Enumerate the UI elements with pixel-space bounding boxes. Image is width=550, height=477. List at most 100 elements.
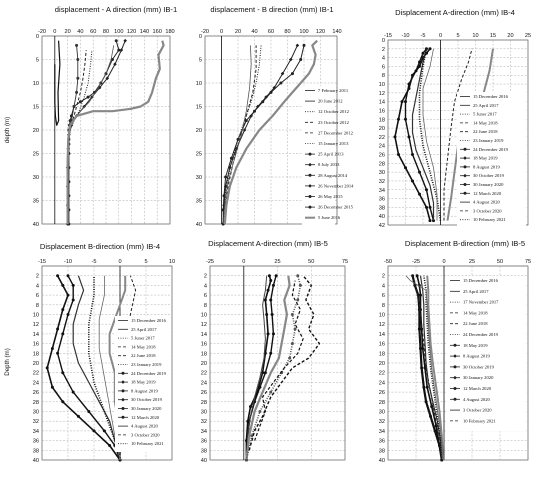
chart4-legend-label-14: 10 February 2021 <box>131 441 164 446</box>
chart6-legend-label-10: 12 March 2020 <box>463 386 492 391</box>
chart4: -15 -10 -5 0 5 102468101214161820222426283032… <box>4 242 175 464</box>
chart1-ytick-label-5: 25 <box>33 152 39 158</box>
chart2-series-3-line <box>222 45 262 225</box>
chart4-legend-label-12: 4 August 2020 <box>131 424 159 429</box>
chart3-ytick-label-2: 4 <box>382 56 385 62</box>
chart3-series-1-point-1 <box>425 205 428 209</box>
chart4-legend: 15 December 2016 25 April 2017 5 Juner 201… <box>115 316 170 452</box>
chart1-ytick-label-3: 15 <box>33 105 39 111</box>
chart6-legend-marker-7 <box>453 354 457 358</box>
chart5-series-5-line <box>245 275 302 461</box>
chart5-xtick-label-3: 50 <box>308 259 314 265</box>
chart6-ytick-label-10: 22 <box>379 371 385 377</box>
chart3-xtick-label-8: 25 <box>525 33 531 39</box>
chart4-title: Displacement B-direction (mm) IB-4 <box>40 242 160 251</box>
chart6-series-1-point-6 <box>420 366 424 370</box>
chart5-series-3-line <box>245 275 268 461</box>
chart3-ytick-label-3: 6 <box>382 64 385 70</box>
chart2-legend-label-9: 26 November 2014 <box>318 183 354 188</box>
chart1-series-6-point-7 <box>75 90 79 94</box>
chart3-legend-label-8: 8 August 2019 <box>473 164 501 169</box>
chart1-xtick-label-0: -20 <box>38 29 46 35</box>
chart1-xtick-label-3: 40 <box>77 29 83 35</box>
chart2-legend-label-6: 25 April 2013 <box>318 152 344 157</box>
chart6-series-1-point-7 <box>418 346 422 350</box>
chart3-xtick-label-6: 15 <box>490 33 496 39</box>
chart2-legend-marker-7 <box>308 162 312 167</box>
chart6-ytick-label-2: 6 <box>382 293 385 299</box>
chart5-series-5-point-8 <box>290 313 294 316</box>
chart3-legend-label-7: 18 May 2019 <box>473 156 498 161</box>
chart4-ytick-label-3: 8 <box>36 303 39 309</box>
chart1-series-7-line <box>66 40 165 224</box>
chart3-ytick-label-17: 34 <box>379 188 385 194</box>
chart2-ytick-label-2: 10 <box>196 81 202 87</box>
chart3-legend-marker-6 <box>463 147 467 151</box>
chart3-xtick-label-7: 20 <box>507 33 513 39</box>
chart3-title: Displacement A-direction (mm) IB-4 <box>395 8 515 17</box>
chart4-ytick-label-18: 38 <box>33 448 39 454</box>
chart3-ytick-label-1: 2 <box>382 47 385 53</box>
chart5-title: Displacement A-direction (mm) IB-5 <box>208 239 328 248</box>
chart6-series-2-point-5 <box>423 366 427 370</box>
chart4-series-1-point-2 <box>92 429 96 433</box>
chart3-legend-marker-7 <box>463 156 467 160</box>
chart1-series-6-point-8 <box>76 76 80 80</box>
chart3-ytick-label-8: 16 <box>379 108 385 114</box>
chart2-legend-label-11: 26 December 2015 <box>318 205 354 210</box>
chart5-series-2-point-5 <box>263 371 267 375</box>
chart2-legend-label-0: 7 February 2011 <box>318 88 349 93</box>
chart1-series-2-point-11 <box>105 76 110 81</box>
chart1-series-1-point-13 <box>86 95 90 99</box>
chart4-xtick-label-4: 5 <box>144 259 147 265</box>
chart1-ytick-label-7: 35 <box>33 199 39 205</box>
chart3: -15 -10 -5 0 5 10 15 20 250246810121416182022242… <box>379 8 531 229</box>
chart3-ytick-label-18: 36 <box>379 197 385 203</box>
chart2-legend-label-3: 23 October 2012 <box>318 120 350 125</box>
chart6-ytick-label-5: 12 <box>379 322 385 328</box>
chart5-series-1-point-7 <box>266 332 270 336</box>
chart3-legend-label-3: 14 May 2018 <box>473 120 498 125</box>
chart4-legend-label-7: 18 May 2019 <box>131 380 156 385</box>
chart3-ytick-label-9: 18 <box>379 117 385 123</box>
chart1-ytick-label-8: 40 <box>33 222 39 228</box>
chart2-legend-label-12: 5 June 2016 <box>318 215 341 220</box>
chart6-ytick-label-3: 8 <box>382 303 385 309</box>
chart4-legend-label-10: 30 January 2020 <box>131 406 162 411</box>
chart5-ytick-label-11: 24 <box>201 380 207 386</box>
chart2-series-5-line <box>222 45 252 225</box>
chart5-series-2-point-7 <box>271 332 275 336</box>
chart5: -25 0 25 50 75246810121416182022242628303234… <box>201 239 348 464</box>
chart4-series-2-point-8 <box>66 313 70 316</box>
chart6-legend-marker-11 <box>453 397 457 401</box>
chart3-series-2-point-4 <box>411 153 414 157</box>
chart4-legend-label-9: 30 October 2019 <box>131 397 163 402</box>
chart3-legend-marker-11 <box>463 191 467 195</box>
chart4-series-2-point-3 <box>87 410 91 413</box>
chart6-xtick-label-1: -25 <box>412 259 420 265</box>
chart4-ytick-label-9: 20 <box>33 361 39 367</box>
chart2-legend-label-2: 12 October 2012 <box>318 109 350 114</box>
chart5-series-2-point-9 <box>269 298 273 302</box>
chart5-series-5-point-0 <box>244 458 248 462</box>
chart4-ytick-label-13: 28 <box>33 400 39 406</box>
chart2-series-1-point-10 <box>279 81 283 85</box>
chart4-xtick-label-1: -10 <box>64 259 72 265</box>
chart4-series-2-point-10 <box>71 283 75 287</box>
chart6-ytick-label-1: 4 <box>382 283 385 289</box>
chart2-series-2-point-6 <box>249 114 253 118</box>
chart6-ytick-label-14: 30 <box>379 410 385 416</box>
chart4-xtick-label-5: 10 <box>169 259 175 265</box>
chart3-series-2-point-7 <box>404 100 407 104</box>
chart2-series-2-point-8 <box>264 95 268 99</box>
chart3-legend-label-4: 22 June 2018 <box>473 129 498 134</box>
chart3-ytick-label-20: 40 <box>379 214 385 220</box>
chart1-xtick-label-5: 80 <box>103 29 109 35</box>
chart4-series-2-point-7 <box>61 332 65 336</box>
chart6-series-2-point-4 <box>425 385 429 389</box>
chart3-ytick-label-13: 26 <box>379 153 385 159</box>
chart2-series-1-point-4 <box>229 156 233 160</box>
chart6-legend-marker-9 <box>453 375 457 380</box>
chart3-legend-label-10: 30 January 2020 <box>473 182 504 187</box>
chart3-ytick-label-0: 0 <box>382 38 385 44</box>
